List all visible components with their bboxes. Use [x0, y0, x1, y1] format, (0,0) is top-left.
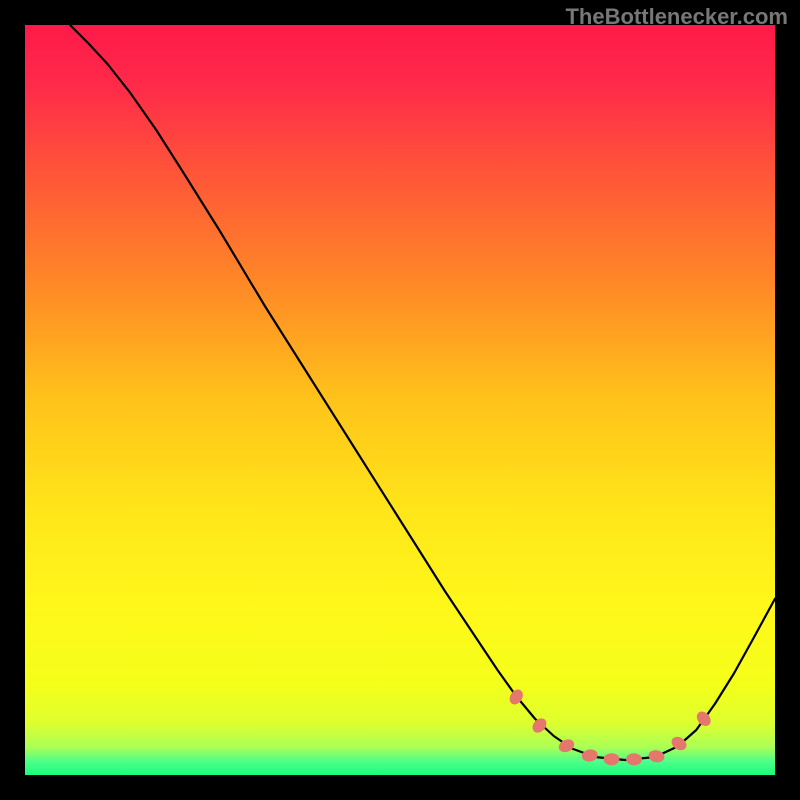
gradient-background [25, 25, 775, 775]
chart-frame: TheBottlenecker.com [0, 0, 800, 800]
chart-svg [25, 25, 775, 775]
plot-area [25, 25, 775, 775]
